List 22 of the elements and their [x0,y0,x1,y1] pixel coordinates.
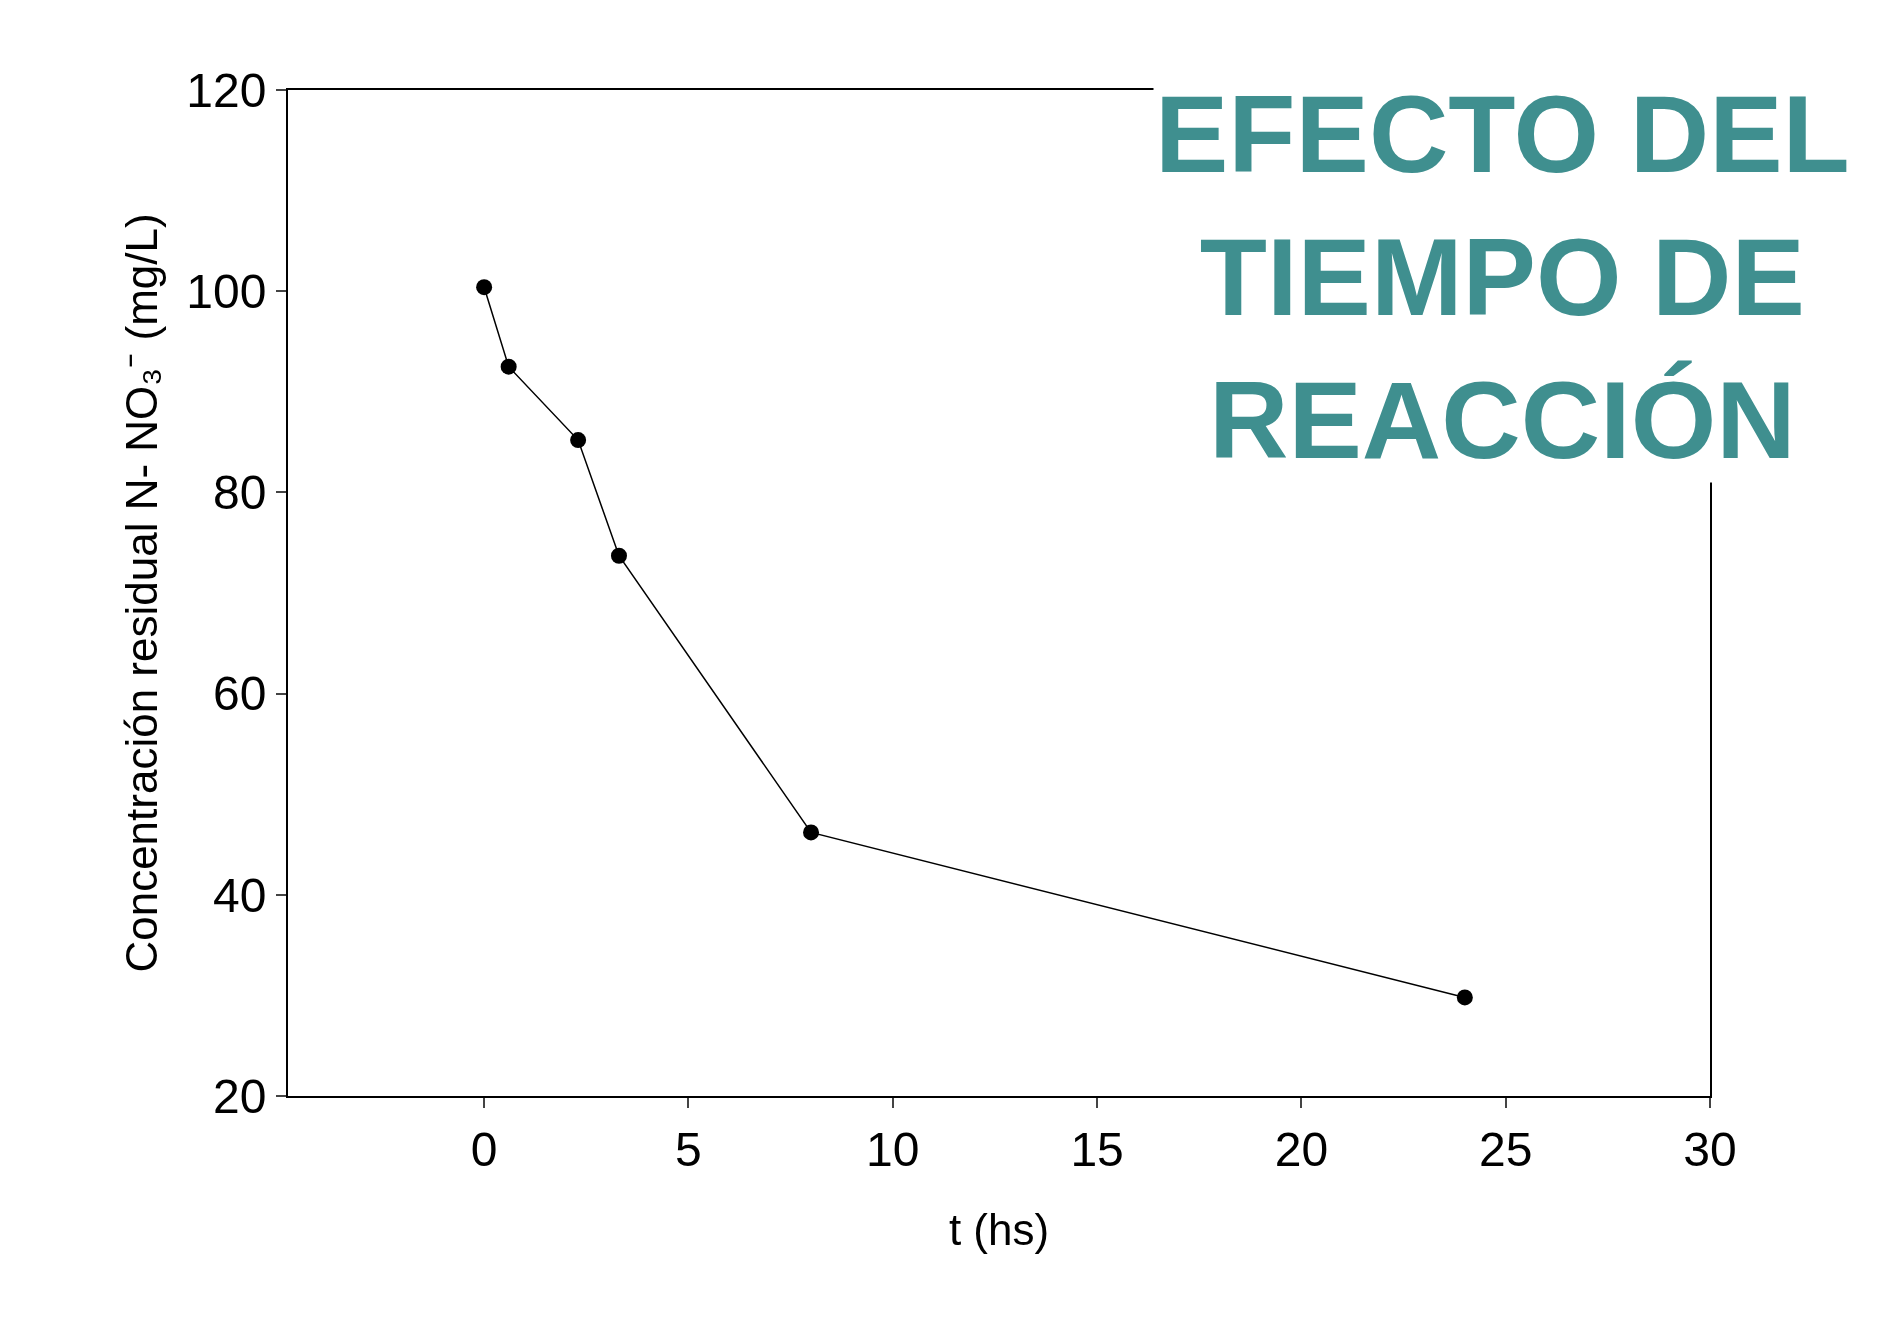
x-tick-label: 0 [470,1122,498,1176]
text: EFECTO DEL TIEMPO DE REACCIÓN [1155,72,1850,481]
x-axis-title: t (hs) [948,1205,1050,1255]
x-tick-label: 5 [675,1122,702,1176]
y-tick-label: 40 [213,868,267,922]
point [803,824,820,841]
y-tick-label: 20 [213,1069,267,1123]
x-tick-label: 15 [1070,1122,1124,1176]
point [610,547,627,564]
y-tick-label: 60 [213,667,267,721]
y-tick-label: 100 [186,265,267,318]
point [1456,989,1473,1006]
y-tick-label: 120 [186,63,267,117]
point [500,358,517,375]
point [476,279,493,296]
y-tick-label: 80 [213,466,267,520]
x-tick-label: 30 [1683,1122,1737,1176]
x-tick-label: 25 [1478,1122,1533,1176]
point [570,432,587,449]
x-tick-label: 10 [866,1122,920,1176]
x-tick-label: 20 [1274,1122,1329,1176]
y-axis-title: Concentración residual N- NO₃⁻ (mg/L) [116,213,166,973]
